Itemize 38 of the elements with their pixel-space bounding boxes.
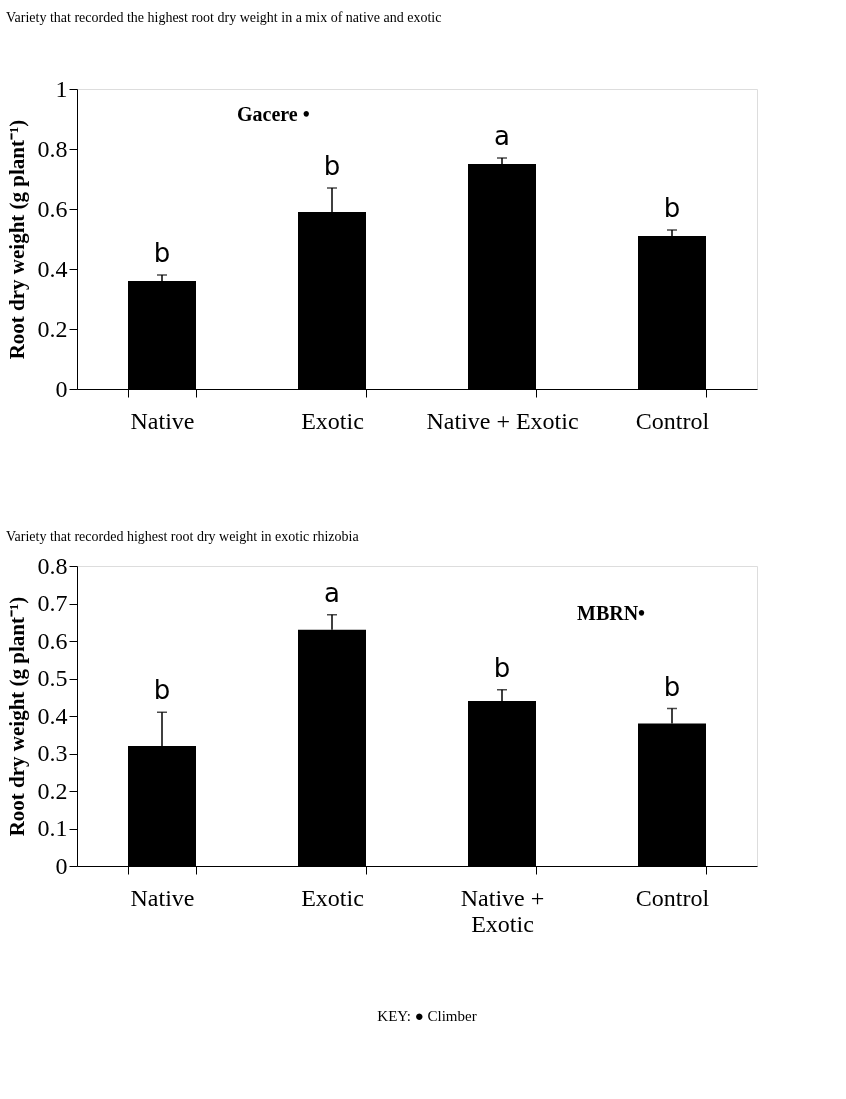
- annotation: a: [494, 121, 510, 151]
- y-tick-label: 0.4: [37, 255, 68, 282]
- y-tick-label: 0.8: [37, 135, 68, 162]
- y-tick-label: 0: [55, 375, 68, 402]
- annotation: b: [493, 652, 511, 683]
- x-tick-label: Native: [130, 407, 195, 434]
- y-tick-label: 0.3: [37, 740, 68, 766]
- y-tick-label: 1: [55, 75, 68, 102]
- annotation: Gacere •: [237, 103, 310, 125]
- x-tick-label: Control: [635, 407, 710, 434]
- y-tick-label: 0: [55, 852, 68, 879]
- chart-title: Variety that recorded the highest root dry weight in a mix of native and exotic: [6, 10, 442, 25]
- y-tick-label: 0.7: [37, 590, 68, 616]
- annotation: b: [153, 675, 171, 706]
- x-tick-label: Native: [130, 884, 195, 911]
- x-tick-label: Control: [635, 884, 710, 911]
- chart-title: Variety that recorded highest root dry weight in exotic rhizobia: [6, 529, 360, 544]
- annotation: a: [324, 577, 340, 608]
- y-tick-label: 0.2: [37, 777, 68, 804]
- y-tick-label: 0.1: [37, 815, 68, 841]
- y-axis-title: Root dry weight (g plant⁻¹): [4, 119, 29, 360]
- annotation: b: [323, 151, 341, 181]
- x-tick-label: Exotic: [301, 407, 364, 434]
- y-tick-label: 0.4: [37, 702, 68, 729]
- annotation: b: [663, 193, 681, 223]
- y-tick-label: 0.6: [37, 627, 68, 654]
- y-tick-label: 0.6: [37, 195, 68, 222]
- annotation: MBRN•: [577, 602, 646, 624]
- y-tick-label: 0.5: [37, 665, 68, 691]
- y-axis-title: Root dry weight (g plant⁻¹): [4, 596, 29, 837]
- annotation: b: [663, 671, 681, 702]
- x-tick-label: Native + Exotic: [460, 884, 545, 937]
- annotation: b: [153, 238, 171, 268]
- x-tick-label: Native + Exotic: [426, 407, 579, 434]
- y-tick-label: 0.8: [37, 552, 68, 579]
- y-tick-label: 0.2: [37, 315, 68, 342]
- text: KEY: ● Climber: [377, 1008, 477, 1024]
- x-tick-label: Exotic: [301, 884, 364, 911]
